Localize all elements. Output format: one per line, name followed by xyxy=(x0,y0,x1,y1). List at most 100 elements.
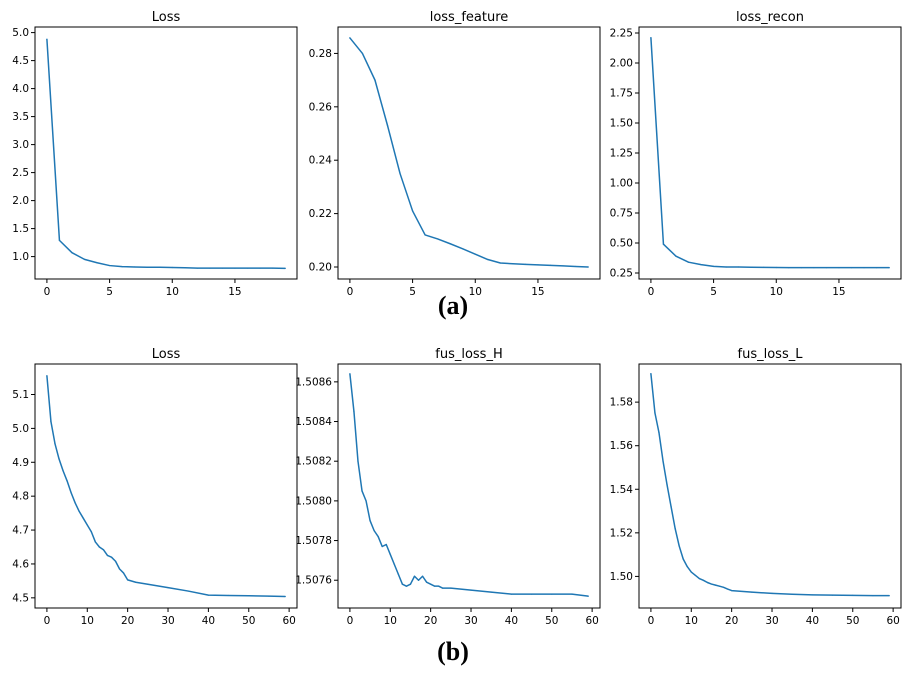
data-point xyxy=(838,267,840,269)
data-point xyxy=(386,124,389,127)
data-point xyxy=(397,573,399,575)
y-tick-label: 0.28 xyxy=(309,48,332,60)
x-tick-label: 15 xyxy=(531,286,544,298)
data-point xyxy=(510,593,512,595)
data-point xyxy=(114,560,117,562)
caption-b: (b) xyxy=(437,637,469,666)
x-tick-label: 0 xyxy=(44,615,51,627)
data-point xyxy=(209,267,211,269)
data-point xyxy=(246,267,249,269)
data-point xyxy=(123,572,125,574)
data-point xyxy=(357,460,359,462)
y-tick-label: 1.56 xyxy=(610,440,634,452)
y-tick-label: 1.54 xyxy=(610,484,634,496)
data-point xyxy=(524,263,527,265)
data-point xyxy=(512,263,514,265)
x-tick-label: 40 xyxy=(505,615,518,627)
axes-frame xyxy=(638,26,902,280)
panel-b-fus-loss-l: fus_loss_L 0 10 20 30 40 50 60 1.50 1.52 1.54 1.56 1… xyxy=(610,347,902,627)
data-point xyxy=(710,583,713,585)
data-point xyxy=(487,258,489,261)
data-point xyxy=(90,531,92,533)
y-tick-label: 1.25 xyxy=(610,148,633,160)
panel-b-fus-loss-h: fus_loss_H 0 10 20 30 40 50 60 1.5076 1.5078 1.508… xyxy=(295,347,601,627)
y-tick-label: 1.5 xyxy=(12,223,29,235)
data-point xyxy=(470,589,472,591)
y-tick-label: 1.00 xyxy=(610,178,633,190)
data-point xyxy=(46,38,48,40)
y-tick-label: 5.0 xyxy=(12,27,29,39)
data-point xyxy=(571,593,573,595)
y-tick-label: 3.0 xyxy=(12,139,29,151)
data-point xyxy=(268,595,270,597)
y-tick-label: 1.5080 xyxy=(295,495,332,507)
data-point xyxy=(58,239,61,241)
x-tick-label: 50 xyxy=(545,615,558,627)
panel-b-loss: Loss 0 10 20 30 40 50 60 4.5 4.6 4.7 4.8 4.9 5.0 5.1 xyxy=(12,347,298,627)
y-tick-label: 5.1 xyxy=(12,389,29,401)
data-point xyxy=(234,267,236,269)
data-point xyxy=(725,266,727,268)
y-tick-label: 2.5 xyxy=(12,167,29,179)
data-point xyxy=(718,585,721,587)
data-point xyxy=(78,510,80,513)
axes-frame xyxy=(337,26,601,280)
axes-frame xyxy=(337,363,601,609)
data-point xyxy=(654,412,656,414)
data-point xyxy=(118,568,121,570)
data-point xyxy=(678,545,680,547)
y-tick-label: 3.5 xyxy=(12,111,29,123)
x-tick-label: 30 xyxy=(161,615,174,627)
data-point xyxy=(686,566,688,568)
y-tick-label: 2.0 xyxy=(12,195,29,207)
data-point xyxy=(221,267,224,269)
x-tick-label: 30 xyxy=(765,615,778,627)
data-point xyxy=(430,583,432,585)
data-point xyxy=(888,267,890,269)
x-tick-label: 10 xyxy=(469,286,482,298)
data-point xyxy=(248,595,250,597)
chart-title: loss_feature xyxy=(430,10,509,25)
data-point xyxy=(94,541,96,543)
series-line xyxy=(650,373,890,597)
y-tick-label: 1.5084 xyxy=(295,416,332,428)
x-tick-label: 10 xyxy=(384,615,397,627)
x-tick-label: 5 xyxy=(106,286,113,298)
data-point xyxy=(537,264,539,266)
axes-frame xyxy=(34,363,298,609)
series-line xyxy=(46,375,286,598)
data-point xyxy=(96,262,98,264)
x-tick-label: 40 xyxy=(806,615,819,627)
panel-a-loss-recon: loss_recon 0 5 10 15 0.25 0.50 0.75 1.00 1.25 1.50… xyxy=(610,10,902,298)
x-tick-label: 20 xyxy=(725,615,738,627)
data-point xyxy=(135,581,137,583)
series-line xyxy=(650,37,890,269)
x-tick-label: 10 xyxy=(81,615,94,627)
y-tick-label: 1.52 xyxy=(610,527,633,539)
y-tick-label: 1.0 xyxy=(12,251,29,263)
axes-frame xyxy=(638,363,902,609)
data-point xyxy=(421,575,424,577)
data-point xyxy=(551,593,553,595)
data-point xyxy=(788,267,790,269)
data-point xyxy=(434,585,436,587)
data-point xyxy=(682,558,684,560)
x-tick-label: 20 xyxy=(121,615,134,627)
data-point xyxy=(147,583,149,585)
chart-title: Loss xyxy=(152,10,181,25)
data-point xyxy=(184,267,186,269)
y-tick-label: 1.50 xyxy=(610,118,633,130)
data-point xyxy=(437,238,439,240)
x-tick-label: 30 xyxy=(464,615,477,627)
data-point xyxy=(574,265,577,268)
data-point xyxy=(284,267,286,269)
data-point xyxy=(549,264,552,266)
data-point xyxy=(381,545,383,548)
y-tick-label: 4.5 xyxy=(12,592,29,604)
y-tick-label: 1.5078 xyxy=(295,535,332,547)
chart-title: fus_loss_H xyxy=(435,347,502,362)
data-point xyxy=(401,583,403,585)
data-point xyxy=(409,583,412,585)
data-point xyxy=(462,248,464,250)
